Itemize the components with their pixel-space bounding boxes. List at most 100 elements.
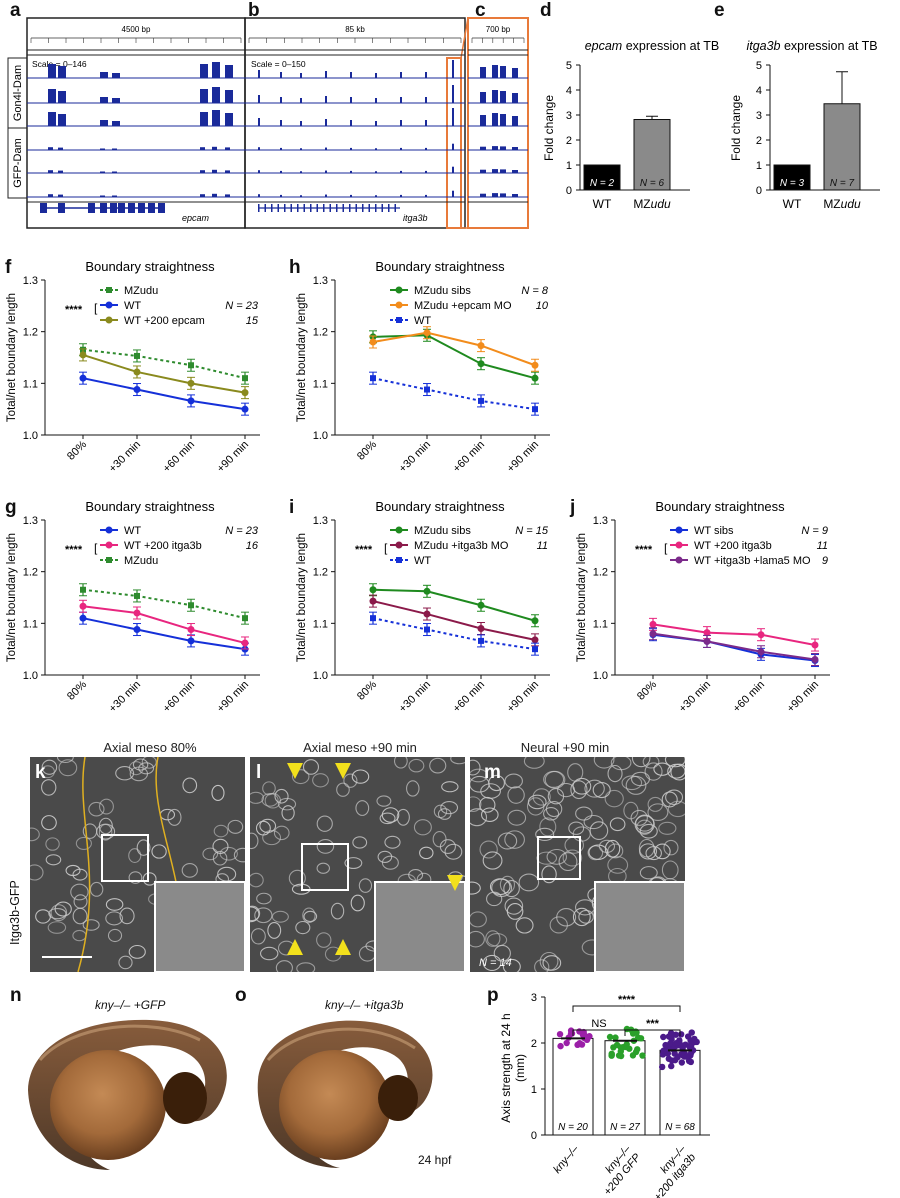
cell-outline (45, 854, 62, 866)
gene-label-itga3b: itga3b (403, 213, 428, 223)
track-peak (350, 97, 352, 103)
micro-title-l: Axial meso +90 min (303, 740, 417, 755)
data-point (757, 648, 765, 656)
data-point (757, 631, 765, 639)
cell-outline (667, 800, 685, 818)
cell-outline (88, 801, 105, 817)
arrowhead-marker (287, 939, 303, 955)
data-point (688, 1029, 695, 1036)
cell-outline (273, 825, 290, 841)
y-tick-label: 1 (756, 160, 762, 172)
cell-outline (661, 791, 678, 808)
inset (154, 881, 245, 972)
arrowhead-marker (335, 763, 351, 779)
panel-label-n: n (10, 985, 22, 1006)
cell-outline (254, 907, 273, 924)
legend-marker (395, 286, 403, 294)
cell-outline (50, 904, 68, 922)
data-point (241, 389, 249, 397)
data-point (478, 637, 484, 644)
cell-outline (664, 757, 685, 768)
track-peak (400, 72, 402, 78)
y-tick-label: 1.2 (593, 567, 608, 579)
cell-outline (429, 757, 447, 774)
micro-title-m: Neural +90 min (520, 740, 610, 755)
cell-outline (316, 839, 335, 854)
cell-outline (491, 878, 513, 898)
cell-outline (250, 872, 264, 888)
legend-label: MZudu +itga3b MO (414, 540, 509, 552)
y-tick-label: 2 (566, 135, 572, 147)
n-label: N = 7 (830, 178, 855, 189)
cell-outline (99, 798, 114, 815)
panel-label-d: d (540, 0, 552, 21)
legend-marker (675, 541, 683, 549)
exon (329, 204, 331, 212)
y-tick-label: 3 (531, 992, 537, 1004)
cell-outline (543, 770, 565, 788)
bar-d-ylabel: Fold change (542, 95, 556, 161)
data-point (134, 352, 140, 359)
track-peak (425, 97, 427, 103)
cell-outline (647, 803, 669, 822)
track-peak (400, 170, 402, 173)
data-point (691, 1035, 698, 1043)
cell-outline (41, 779, 57, 796)
track-peak (48, 112, 56, 126)
panel-label-h: h (289, 257, 301, 278)
track-peak (48, 64, 56, 78)
cell-outline (30, 864, 44, 881)
cell-outline (350, 894, 365, 912)
chart-title: Boundary straightness (85, 259, 215, 274)
track-peak (452, 143, 454, 150)
cell-outline (502, 958, 521, 972)
n-label: N = 68 (665, 1122, 695, 1133)
data-point (423, 610, 431, 618)
x-tick-label: MZudu (633, 197, 671, 211)
legend-label: WT +200 itga3b (124, 540, 202, 552)
chart-title: Boundary straightness (375, 259, 505, 274)
x-tick-label: kny–/–+200 GFP (592, 1143, 644, 1198)
data-point (79, 374, 87, 382)
track-peak (258, 147, 260, 150)
exon (303, 204, 305, 212)
cell-outline (507, 809, 527, 826)
y-tick-label: 5 (756, 60, 762, 72)
data-point (667, 1031, 675, 1039)
track-peak (500, 66, 506, 78)
data-point (531, 374, 539, 382)
cell-outline (355, 800, 370, 816)
bar-chart-e: itga3b expression at TB Fold change 0 1 2 3… (729, 39, 880, 211)
track-peak (325, 194, 327, 197)
exon (128, 203, 135, 213)
embryo-n (28, 1019, 227, 1170)
x-tick-label: WT (593, 197, 612, 211)
exon (158, 203, 165, 213)
track-peak (492, 146, 498, 150)
group-label-gon4l: Gon4l-Dam (12, 65, 24, 121)
track-peak (325, 170, 327, 173)
track-peak (325, 71, 327, 78)
track-peak (400, 147, 402, 150)
track-peak (225, 170, 230, 173)
data-point (668, 1057, 676, 1064)
cell-outline (381, 807, 400, 823)
cell-outline (536, 851, 558, 865)
y-tick-label: 1.3 (313, 515, 328, 527)
track-peak (258, 170, 260, 173)
y-tick-label: 1.1 (593, 618, 608, 630)
data-point (478, 397, 484, 404)
zoom-connector-top (460, 17, 469, 59)
cell-outline (623, 801, 639, 820)
cell-outline (406, 780, 420, 797)
track-peak (480, 115, 486, 126)
cell-outline (316, 862, 331, 874)
cell-outline (518, 873, 540, 892)
cell-outline (593, 757, 615, 769)
exon (264, 204, 266, 212)
cell-outline (358, 878, 373, 893)
track-peak (375, 148, 377, 150)
track-peak (112, 73, 120, 78)
cell-outline (486, 933, 508, 947)
track-peak (325, 147, 327, 150)
